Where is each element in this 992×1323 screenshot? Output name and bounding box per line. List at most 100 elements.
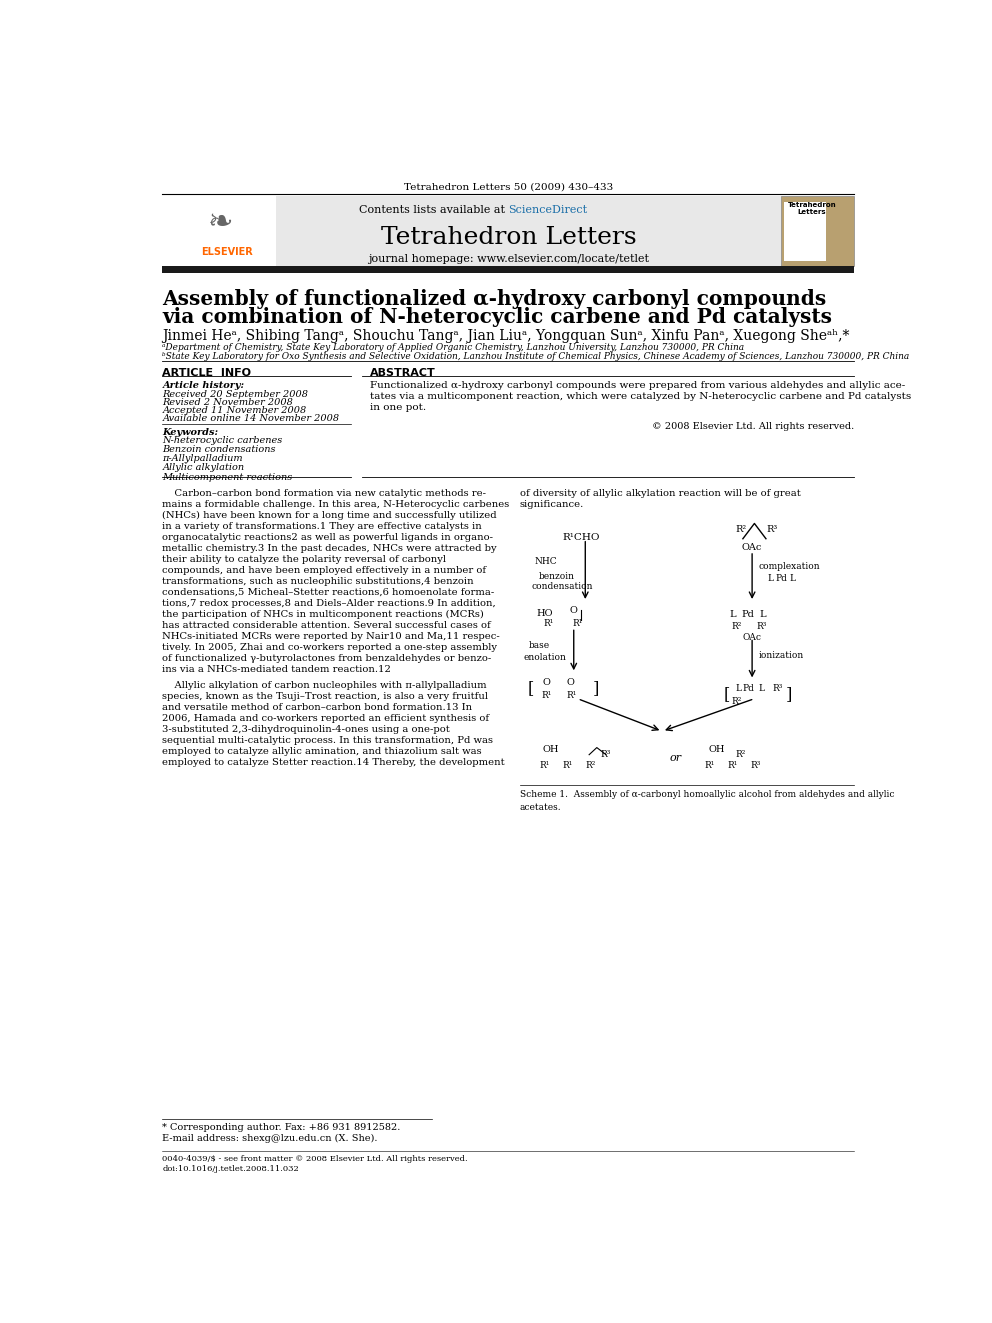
Text: O: O [566,679,574,688]
Text: of functionalized γ-butyrolactones from benzaldehydes or benzo-: of functionalized γ-butyrolactones from … [163,654,492,663]
Text: ionization: ionization [758,651,804,660]
Text: Pd: Pd [741,610,754,619]
Text: ELSEVIER: ELSEVIER [200,247,253,258]
Text: R¹: R¹ [566,691,576,700]
Text: mains a formidable challenge. In this area, N-Heterocyclic carbenes: mains a formidable challenge. In this ar… [163,500,510,509]
Text: R³: R³ [766,525,777,534]
Text: Keywords:: Keywords: [163,427,218,437]
Text: R¹: R¹ [704,761,714,770]
Text: R¹: R¹ [542,691,552,700]
Text: Accepted 11 November 2008: Accepted 11 November 2008 [163,406,307,415]
Text: organocatalytic reactions2 as well as powerful ligands in organo-: organocatalytic reactions2 as well as po… [163,533,493,542]
Text: 3-substituted 2,3-dihydroquinolin-4-ones using a one-pot: 3-substituted 2,3-dihydroquinolin-4-ones… [163,725,450,734]
Text: E-mail address: shexg@lzu.edu.cn (X. She).: E-mail address: shexg@lzu.edu.cn (X. She… [163,1134,378,1143]
Text: base: base [529,642,551,650]
Text: OAc: OAc [743,634,762,643]
Text: Contents lists available at: Contents lists available at [359,205,509,214]
Text: enolation: enolation [524,654,566,663]
Text: R¹: R¹ [727,761,738,770]
Text: tions,7 redox processes,8 and Diels–Alder reactions.9 In addition,: tions,7 redox processes,8 and Diels–Alde… [163,599,496,607]
Text: species, known as the Tsuji–Trost reaction, is also a very fruitful: species, known as the Tsuji–Trost reacti… [163,692,488,701]
Text: ]: ] [593,680,599,697]
Text: ᵃDepartment of Chemistry, State Key Laboratory of Applied Organic Chemistry, Lan: ᵃDepartment of Chemistry, State Key Labo… [163,343,745,352]
Text: tates via a multicomponent reaction, which were catalyzed by N-heterocyclic carb: tates via a multicomponent reaction, whi… [370,392,912,401]
Text: via combination of N-heterocyclic carbene and Pd catalysts: via combination of N-heterocyclic carben… [163,307,832,328]
Text: Received 20 September 2008: Received 20 September 2008 [163,390,309,400]
Text: ]: ] [786,687,793,704]
Text: OH: OH [708,745,725,754]
Text: Pd: Pd [775,574,787,583]
Text: R³: R³ [751,761,761,770]
Text: of diversity of allylic alkylation reaction will be of great: of diversity of allylic alkylation react… [520,488,801,497]
Text: ABSTRACT: ABSTRACT [370,368,435,377]
Text: Allylic alkylation: Allylic alkylation [163,463,245,472]
Text: complexation: complexation [758,562,819,570]
Text: R²: R² [735,525,746,534]
Text: tively. In 2005, Zhai and co-workers reported a one-step assembly: tively. In 2005, Zhai and co-workers rep… [163,643,497,652]
Text: doi:10.1016/j.tetlet.2008.11.032: doi:10.1016/j.tetlet.2008.11.032 [163,1166,300,1174]
Text: Tetrahedron Letters: Tetrahedron Letters [381,226,636,249]
Text: [: [ [528,680,534,697]
Text: R¹: R¹ [543,619,554,628]
Text: ❧: ❧ [207,209,233,237]
Text: R²: R² [585,761,595,770]
Text: Tetrahedron
Letters: Tetrahedron Letters [788,201,836,216]
Text: 2006, Hamada and co-workers reported an efficient synthesis of: 2006, Hamada and co-workers reported an … [163,714,490,722]
Text: OH: OH [543,745,559,754]
Text: NHC: NHC [535,557,558,566]
Text: L: L [768,574,774,583]
Text: compounds, and have been employed effectively in a number of: compounds, and have been employed effect… [163,566,486,574]
Bar [784,201,826,261]
Text: R²: R² [731,622,742,631]
Text: transformations, such as nucleophilic substitutions,4 benzoin: transformations, such as nucleophilic su… [163,577,474,586]
Text: (NHCs) have been known for a long time and successfully utilized: (NHCs) have been known for a long time a… [163,511,497,520]
Text: Jinmei Heᵃ, Shibing Tangᵃ, Shouchu Tangᵃ, Jian Liuᵃ, Yongquan Sunᵃ, Xinfu Panᵃ, : Jinmei Heᵃ, Shibing Tangᵃ, Shouchu Tangᵃ… [163,329,850,343]
Text: Benzoin condensations: Benzoin condensations [163,445,276,454]
Text: HO: HO [537,609,554,618]
Bar [782,196,854,266]
Text: their ability to catalyze the polarity reversal of carbonyl: their ability to catalyze the polarity r… [163,554,446,564]
Text: ᵇState Key Laboratory for Oxo Synthesis and Selective Oxidation, Lanzhou Institu: ᵇState Key Laboratory for Oxo Synthesis … [163,352,910,361]
Text: or: or [670,753,682,762]
Text: R²: R² [731,697,742,705]
Text: ins via a NHCs-mediated tandem reaction.12: ins via a NHCs-mediated tandem reaction.… [163,665,391,673]
Text: sequential multi-catalytic process. In this transformation, Pd was: sequential multi-catalytic process. In t… [163,736,493,745]
Text: employed to catalyze allylic amination, and thiazolium salt was: employed to catalyze allylic amination, … [163,747,482,755]
Text: R³: R³ [757,622,767,631]
Text: Assembly of functionalized α-hydroxy carbonyl compounds: Assembly of functionalized α-hydroxy car… [163,290,826,310]
Bar [163,196,276,266]
Text: N-heterocyclic carbenes: N-heterocyclic carbenes [163,435,283,445]
Text: employed to catalyze Stetter reaction.14 Thereby, the development: employed to catalyze Stetter reaction.14… [163,758,505,767]
Text: R¹: R¹ [540,761,550,770]
Text: Allylic alkylation of carbon nucleophiles with π-allylpalladium: Allylic alkylation of carbon nucleophile… [163,681,487,691]
Text: condensations,5 Micheal–Stetter reactions,6 homoenolate forma-: condensations,5 Micheal–Stetter reaction… [163,587,495,597]
Text: Scheme 1.  Assembly of α-carbonyl homoallylic alcohol from aldehydes and allylic: Scheme 1. Assembly of α-carbonyl homoall… [520,790,895,799]
Text: ARTICLE  INFO: ARTICLE INFO [163,368,251,377]
Text: benzoin: benzoin [539,572,574,581]
Text: L: L [735,684,741,693]
Text: journal homepage: www.elsevier.com/locate/tetlet: journal homepage: www.elsevier.com/locat… [368,254,649,263]
Text: Functionalized α-hydroxy carbonyl compounds were prepared from various aldehydes: Functionalized α-hydroxy carbonyl compou… [370,381,906,390]
Text: L: L [760,610,767,619]
Bar [163,266,854,273]
Text: metallic chemistry.3 In the past decades, NHCs were attracted by: metallic chemistry.3 In the past decades… [163,544,497,553]
Text: acetates.: acetates. [520,803,561,811]
Text: Multicomponent reactions: Multicomponent reactions [163,472,293,482]
Text: in a variety of transformations.1 They are effective catalysts in: in a variety of transformations.1 They a… [163,521,482,531]
Text: condensation: condensation [532,582,593,591]
Text: and versatile method of carbon–carbon bond formation.13 In: and versatile method of carbon–carbon bo… [163,703,472,712]
Text: Revised 2 November 2008: Revised 2 November 2008 [163,398,294,407]
Text: R¹: R¹ [562,761,572,770]
Text: Carbon–carbon bond formation via new catalytic methods re-: Carbon–carbon bond formation via new cat… [163,488,486,497]
Text: Tetrahedron Letters 50 (2009) 430–433: Tetrahedron Letters 50 (2009) 430–433 [404,183,613,192]
Text: ScienceDirect: ScienceDirect [509,205,587,214]
Text: L: L [758,684,764,693]
Text: L: L [729,610,736,619]
Text: OAc: OAc [742,542,762,552]
Text: O: O [543,679,551,688]
Text: has attracted considerable attention. Several successful cases of: has attracted considerable attention. Se… [163,620,491,630]
Text: R³: R³ [772,684,783,693]
Text: * Corresponding author. Fax: +86 931 8912582.: * Corresponding author. Fax: +86 931 891… [163,1123,401,1132]
Text: [: [ [724,687,730,704]
Text: R³: R³ [601,750,611,758]
